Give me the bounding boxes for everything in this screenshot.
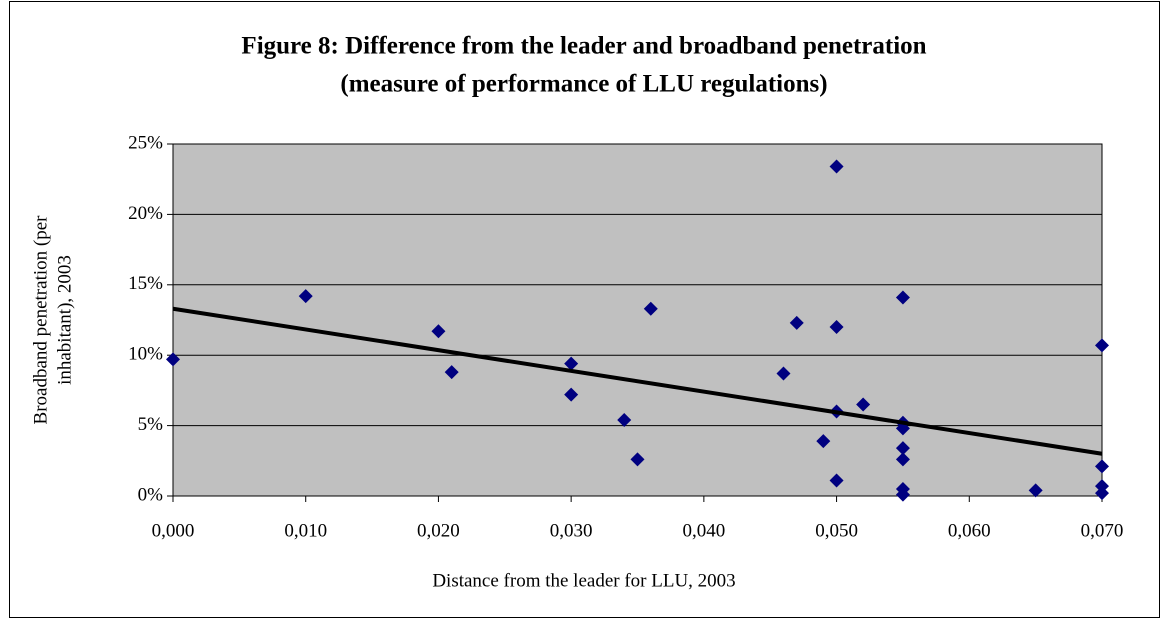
y-tick-label: 0%	[138, 484, 164, 505]
x-tick-label: 0,060	[948, 520, 991, 541]
scatter-point	[1095, 459, 1109, 474]
x-tick-label: 0,000	[152, 520, 195, 541]
scatter-point	[1095, 486, 1109, 501]
scatter-point	[630, 452, 645, 467]
scatter-point	[776, 366, 791, 381]
scatter-point	[895, 290, 910, 305]
scatter-point	[564, 387, 579, 402]
x-tick-label: 0,070	[1081, 520, 1124, 541]
x-tick-label: 0,020	[417, 520, 460, 541]
scatter-point	[829, 473, 844, 488]
scatter-point	[298, 289, 313, 304]
y-axis-label-line: inhabitant), 2003	[54, 255, 75, 385]
plot-border	[172, 143, 1103, 497]
y-tick-label: 15%	[128, 273, 163, 294]
y-axis-label: Broadband penetration (per inhabitant), …	[30, 215, 75, 425]
x-tick-label: 0,040	[682, 520, 725, 541]
y-tick-label: 25%	[128, 132, 163, 153]
scatter-point	[829, 320, 844, 335]
scatter-point	[643, 301, 658, 316]
plot-area	[173, 144, 1102, 496]
scatter-point	[1095, 479, 1109, 494]
scatter-point	[564, 356, 579, 371]
scatter-point	[816, 434, 831, 449]
y-tick-label: 20%	[128, 203, 163, 224]
x-tick-label: 0,050	[815, 520, 858, 541]
scatter-point	[895, 452, 910, 467]
chart-title: Figure 8: Difference from the leader and…	[241, 33, 926, 60]
scatter-point	[789, 315, 804, 330]
x-tick-label: 0,010	[284, 520, 327, 541]
trendline	[172, 306, 1103, 456]
scatter-point	[444, 365, 459, 380]
scatter-point	[166, 352, 180, 367]
scatter-point	[895, 487, 910, 502]
scatter-point	[617, 412, 632, 427]
y-tick-label: 10%	[128, 344, 163, 365]
scatter-point	[1095, 338, 1109, 353]
x-axis-label: Distance from the leader for LLU, 2003	[432, 570, 735, 591]
scatter-point	[895, 441, 910, 456]
y-tick-label: 5%	[138, 414, 164, 435]
scatter-point	[1028, 483, 1043, 498]
y-axis-label-line: Broadband penetration (per	[30, 215, 51, 425]
scatter-point	[856, 397, 871, 412]
chart-title: (measure of performance of LLU regulatio…	[340, 71, 827, 98]
x-tick-label: 0,030	[550, 520, 593, 541]
scatter-point	[829, 159, 844, 174]
scatter-point	[431, 324, 446, 339]
